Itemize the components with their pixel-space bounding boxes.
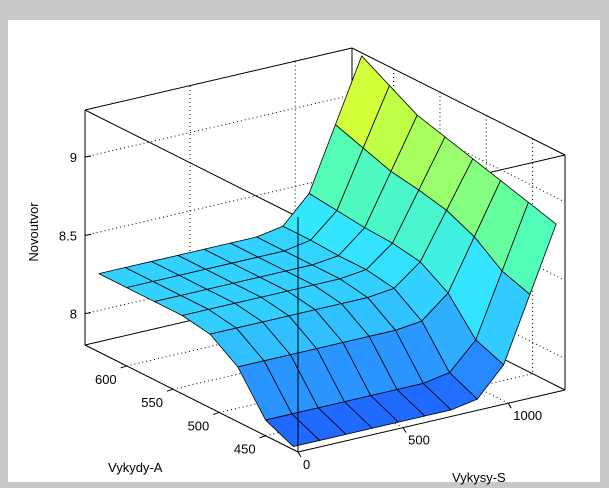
box-edge (297, 389, 566, 453)
z-axis-label: Novoutvor (26, 202, 41, 262)
x-tick (297, 451, 302, 458)
surface-patch (265, 413, 321, 447)
y-tick (213, 411, 220, 415)
x-tick-label: 1000 (513, 408, 542, 423)
x-tick (507, 402, 512, 409)
y-tick-label: 500 (188, 418, 210, 433)
box-edge (84, 109, 299, 218)
y-axis-label: Vykydy-A (108, 460, 163, 475)
z-tick-label: 8.5 (59, 228, 77, 243)
y-tick-label: 600 (95, 372, 117, 387)
y-tick (120, 365, 127, 369)
x-tick-label: 500 (408, 433, 430, 448)
x-axis-label: Vykysy-S (452, 470, 506, 485)
y-tick-label: 550 (141, 395, 163, 410)
x-tick-label: 0 (303, 457, 310, 472)
box-edge (84, 47, 353, 111)
z-tick-label: 9 (70, 150, 77, 165)
z-tick-label: 8 (70, 307, 77, 322)
y-tick-label: 450 (234, 442, 256, 457)
z-tick (84, 155, 92, 158)
y-tick (166, 388, 174, 392)
z-tick (84, 233, 92, 236)
box-edge (84, 344, 299, 453)
x-tick (402, 427, 407, 433)
box-edge (351, 47, 566, 156)
z-tick (84, 312, 92, 315)
y-tick (259, 435, 266, 439)
